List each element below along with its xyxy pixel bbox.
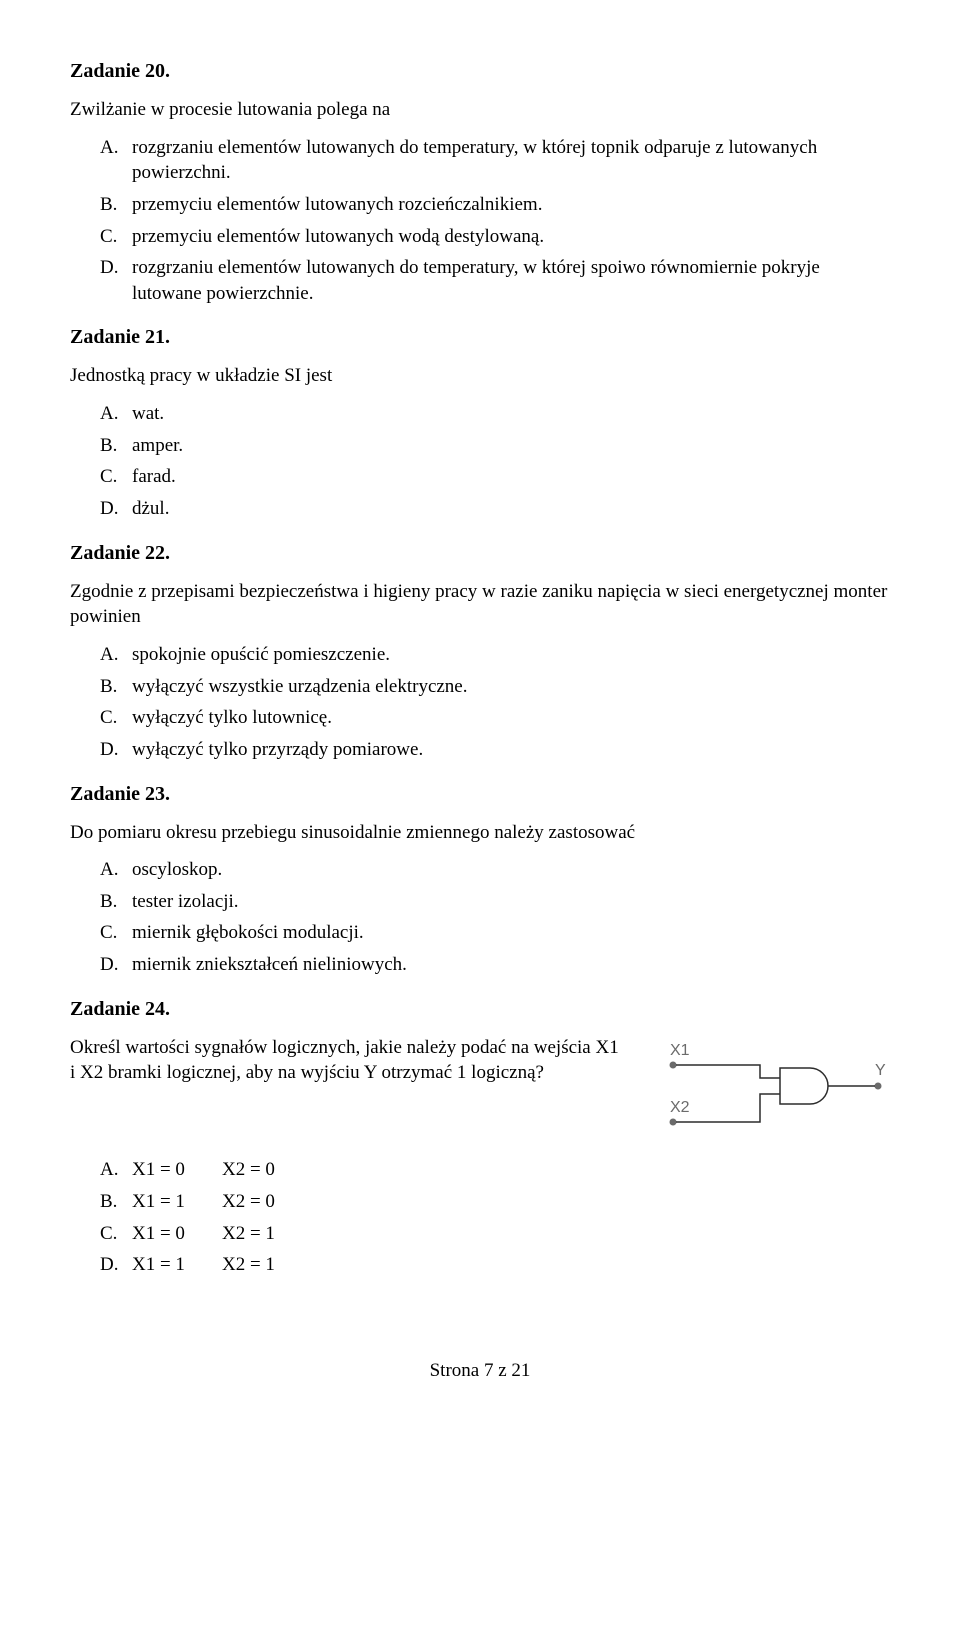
list-item: C.wyłączyć tylko lutownicę.	[100, 705, 890, 731]
option-text: tester izolacji.	[132, 889, 890, 915]
option-letter: C.	[100, 705, 132, 731]
list-item: A.oscyloskop.	[100, 857, 890, 883]
list-item: C. X1 = 0 X2 = 1	[100, 1221, 890, 1247]
option-col1: X1 = 0	[132, 1221, 222, 1247]
option-text: wyłączyć wszystkie urządzenia elektryczn…	[132, 674, 890, 700]
x2-node	[670, 1118, 677, 1125]
task-21-title: Zadanie 21.	[70, 324, 890, 351]
option-letter: B.	[100, 1189, 132, 1215]
option-letter: C.	[100, 224, 132, 250]
x1-label: X1	[670, 1042, 690, 1059]
option-letter: B.	[100, 674, 132, 700]
task-20-question: Zwilżanie w procesie lutowania polega na	[70, 97, 890, 123]
list-item: C.miernik głębokości modulacji.	[100, 920, 890, 946]
option-text: spokojnie opuścić pomieszczenie.	[132, 642, 890, 668]
list-item: D.rozgrzaniu elementów lutowanych do tem…	[100, 255, 890, 306]
option-letter: D.	[100, 737, 132, 763]
option-text: farad.	[132, 464, 890, 490]
and-gate-svg: X1 X2 Y	[640, 1040, 890, 1150]
option-letter: A.	[100, 857, 132, 883]
task-21-options: A.wat. B.amper. C.farad. D.dżul.	[70, 401, 890, 522]
option-text: przemyciu elementów lutowanych wodą dest…	[132, 224, 890, 250]
option-text: rozgrzaniu elementów lutowanych do tempe…	[132, 135, 890, 186]
option-text: rozgrzaniu elementów lutowanych do tempe…	[132, 255, 890, 306]
option-letter: D.	[100, 496, 132, 522]
page-footer: Strona 7 z 21	[70, 1358, 890, 1384]
y-node	[875, 1082, 882, 1089]
list-item: A.wat.	[100, 401, 890, 427]
option-text: wat.	[132, 401, 890, 427]
list-item: B.wyłączyć wszystkie urządzenia elektryc…	[100, 674, 890, 700]
and-gate-body	[780, 1068, 828, 1104]
list-item: D.miernik zniekształceń nieliniowych.	[100, 952, 890, 978]
x2-label: X2	[670, 1099, 690, 1116]
task-24-options: A. X1 = 0 X2 = 0 B. X1 = 1 X2 = 0 C. X1 …	[70, 1157, 890, 1278]
option-letter: A.	[100, 135, 132, 186]
task-20-title: Zadanie 20.	[70, 58, 890, 85]
list-item: B.amper.	[100, 433, 890, 459]
task-22-question: Zgodnie z przepisami bezpieczeństwa i hi…	[70, 579, 890, 630]
task-20-options: A.rozgrzaniu elementów lutowanych do tem…	[70, 135, 890, 307]
option-text: wyłączyć tylko lutownicę.	[132, 705, 890, 731]
list-item: C.przemyciu elementów lutowanych wodą de…	[100, 224, 890, 250]
option-letter: B.	[100, 433, 132, 459]
option-letter: D.	[100, 1252, 132, 1278]
option-col1: X1 = 1	[132, 1189, 222, 1215]
option-text: oscyloskop.	[132, 857, 890, 883]
list-item: C.farad.	[100, 464, 890, 490]
option-col2: X2 = 1	[222, 1252, 275, 1278]
list-item: B.przemyciu elementów lutowanych rozcień…	[100, 192, 890, 218]
list-item: D. X1 = 1 X2 = 1	[100, 1252, 890, 1278]
option-letter: B.	[100, 889, 132, 915]
list-item: D.dżul.	[100, 496, 890, 522]
x1-wire	[676, 1065, 780, 1078]
logic-gate-diagram: X1 X2 Y	[640, 1040, 890, 1158]
task-23-title: Zadanie 23.	[70, 781, 890, 808]
x2-wire	[676, 1094, 780, 1122]
option-letter: D.	[100, 255, 132, 306]
option-letter: A.	[100, 401, 132, 427]
list-item: A.spokojnie opuścić pomieszczenie.	[100, 642, 890, 668]
list-item: B.tester izolacji.	[100, 889, 890, 915]
option-letter: B.	[100, 192, 132, 218]
option-text: wyłączyć tylko przyrządy pomiarowe.	[132, 737, 890, 763]
option-letter: D.	[100, 952, 132, 978]
list-item: B. X1 = 1 X2 = 0	[100, 1189, 890, 1215]
list-item: A. X1 = 0 X2 = 0	[100, 1157, 890, 1183]
option-text: miernik zniekształceń nieliniowych.	[132, 952, 890, 978]
option-letter: C.	[100, 464, 132, 490]
option-col2: X2 = 0	[222, 1189, 275, 1215]
option-letter: A.	[100, 1157, 132, 1183]
task-23-question: Do pomiaru okresu przebiegu sinusoidalni…	[70, 820, 890, 846]
option-letter: C.	[100, 1221, 132, 1247]
option-col1: X1 = 1	[132, 1252, 222, 1278]
task-24-row: Określ wartości sygnałów logicznych, jak…	[70, 1035, 890, 1158]
option-text: dżul.	[132, 496, 890, 522]
option-text: miernik głębokości modulacji.	[132, 920, 890, 946]
option-letter: C.	[100, 920, 132, 946]
task-22-options: A.spokojnie opuścić pomieszczenie. B.wył…	[70, 642, 890, 763]
option-letter: A.	[100, 642, 132, 668]
option-text: amper.	[132, 433, 890, 459]
task-23-options: A.oscyloskop. B.tester izolacji. C.miern…	[70, 857, 890, 978]
y-label: Y	[875, 1062, 886, 1079]
task-21-question: Jednostką pracy w układzie SI jest	[70, 363, 890, 389]
option-col2: X2 = 0	[222, 1157, 275, 1183]
x1-node	[670, 1061, 677, 1068]
option-col1: X1 = 0	[132, 1157, 222, 1183]
task-24-title: Zadanie 24.	[70, 996, 890, 1023]
option-text: przemyciu elementów lutowanych rozcieńcz…	[132, 192, 890, 218]
list-item: D.wyłączyć tylko przyrządy pomiarowe.	[100, 737, 890, 763]
task-22-title: Zadanie 22.	[70, 540, 890, 567]
list-item: A.rozgrzaniu elementów lutowanych do tem…	[100, 135, 890, 186]
task-24-question: Określ wartości sygnałów logicznych, jak…	[70, 1035, 640, 1086]
option-col2: X2 = 1	[222, 1221, 275, 1247]
